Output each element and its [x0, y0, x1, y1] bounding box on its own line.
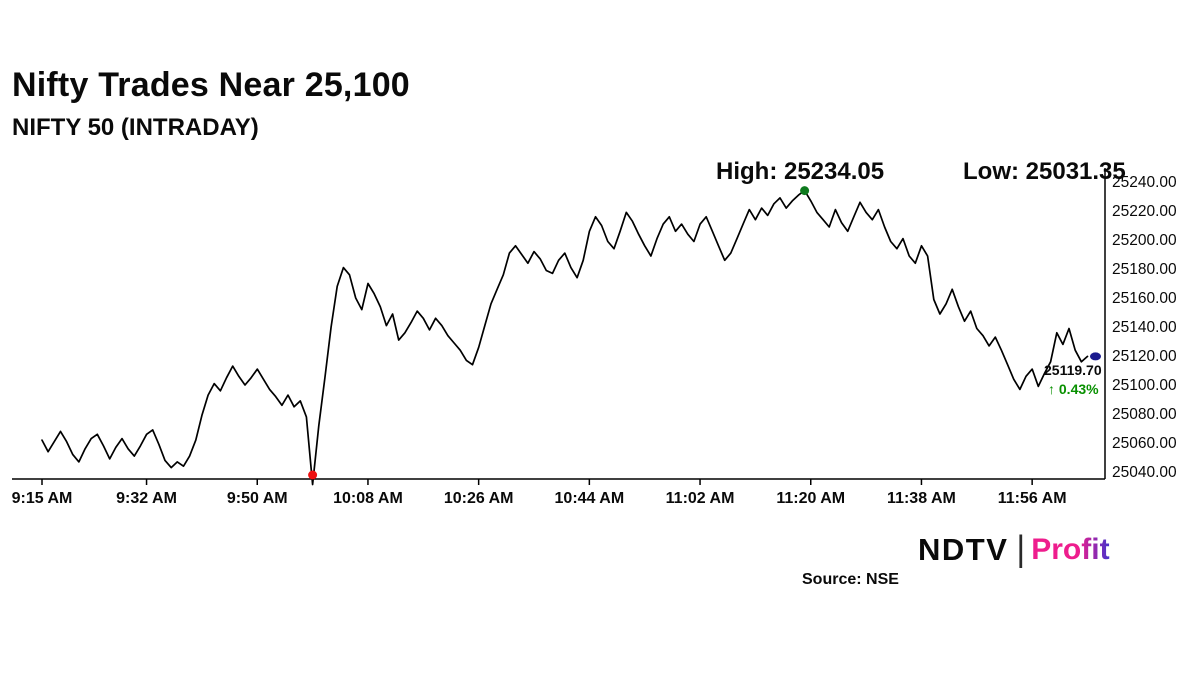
x-axis-label: 10:26 AM	[444, 490, 514, 507]
ndtv-profit-logo: NDTV | Profit	[918, 529, 1110, 569]
last-price-label: 25119.70	[1044, 362, 1102, 378]
low-annotation: Low: 25031.35	[963, 158, 1126, 185]
x-axis-label: 11:56 AM	[998, 490, 1067, 507]
profit-wordmark: Profit	[1031, 532, 1110, 566]
high-marker-dot	[800, 186, 810, 196]
x-axis-label: 11:02 AM	[666, 490, 735, 507]
x-axis-label: 10:08 AM	[333, 490, 403, 507]
page-title: Nifty Trades Near 25,100	[12, 66, 410, 104]
price-line	[41, 189, 1089, 486]
high-annotation: High: 25234.05	[716, 158, 885, 185]
ndtv-wordmark: NDTV	[918, 531, 1009, 567]
y-axis-label: 25160.00	[1112, 290, 1177, 307]
change-percent-label: ↑ 0.43%	[1048, 381, 1099, 397]
y-axis-label: 25180.00	[1112, 261, 1177, 278]
source-attribution: Source: NSE	[802, 571, 899, 588]
y-axis-label: 25140.00	[1112, 319, 1177, 336]
x-axis-label: 9:15 AM	[12, 490, 73, 507]
y-axis-label: 25120.00	[1112, 348, 1177, 365]
x-axis-label: 9:32 AM	[116, 490, 177, 507]
y-axis-label: 25220.00	[1112, 203, 1177, 220]
y-axis-label: 25040.00	[1112, 464, 1177, 481]
x-axis-label: 11:38 AM	[887, 490, 956, 507]
x-axis-label: 11:20 AM	[776, 490, 845, 507]
y-axis-label: 25080.00	[1112, 406, 1177, 423]
last-price-dot	[1090, 352, 1101, 361]
logo-separator: |	[1016, 529, 1026, 569]
x-axis-label: 9:50 AM	[227, 490, 288, 507]
y-axis-label: 25060.00	[1112, 435, 1177, 452]
low-marker-dot	[308, 470, 318, 480]
chart-subtitle: NIFTY 50 (INTRADAY)	[12, 114, 259, 141]
y-axis-label: 25240.00	[1112, 174, 1177, 191]
x-axis-label: 10:44 AM	[555, 490, 625, 507]
y-axis-label: 25200.00	[1112, 232, 1177, 249]
y-axis-label: 25100.00	[1112, 377, 1177, 394]
